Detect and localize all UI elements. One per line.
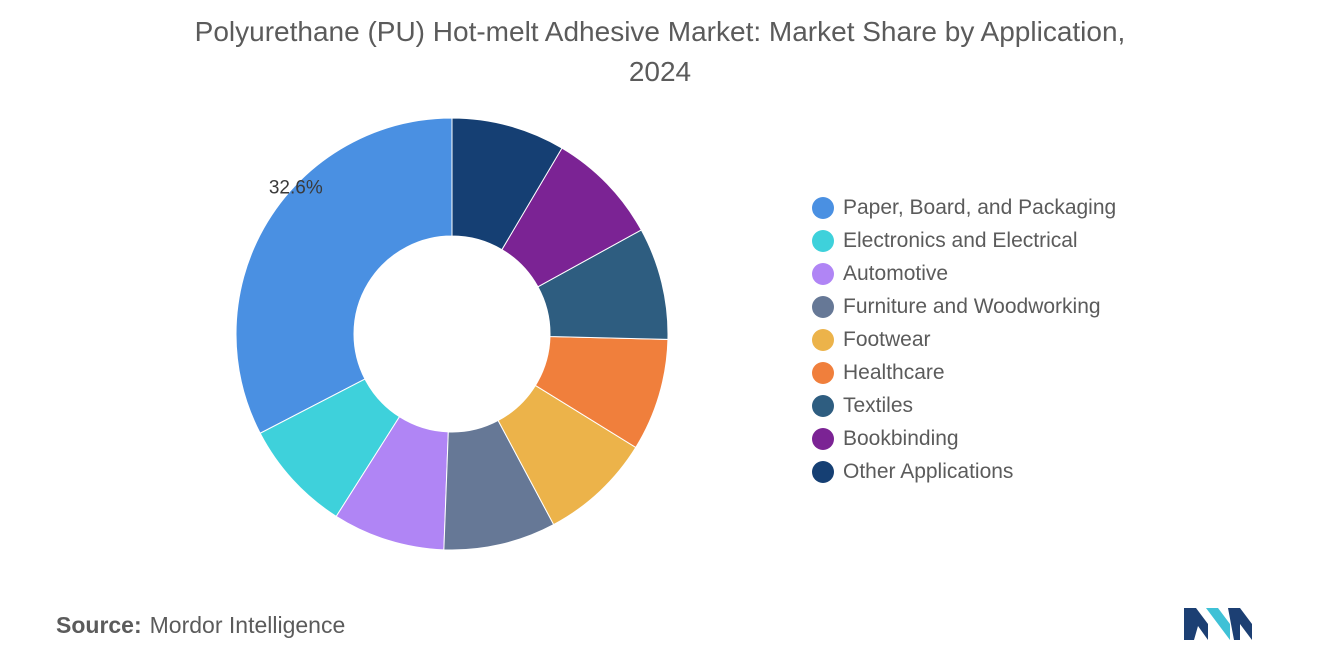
legend-swatch-3 [812, 262, 834, 285]
donut-data-labels: 32.6% [269, 177, 323, 198]
chart-legend: Paper, Board, and Packaging Electronics a… [812, 191, 1116, 488]
legend-label-2: Electronics and Electrical [843, 228, 1078, 252]
legend-label-3: Automotive [843, 261, 949, 285]
donut-slice-1 [235, 117, 453, 434]
chart-title-line-1: Polyurethane (PU) Hot-melt Adhesive Mark… [194, 16, 1126, 47]
legend-swatch-8 [812, 427, 834, 450]
source-note: Source: Mordor Intelligence [56, 612, 345, 639]
legend-label-7: Textiles [843, 393, 914, 417]
legend-item-8: Bookbinding [812, 422, 1116, 455]
donut-slice-9 [451, 117, 563, 251]
legend-label-8: Bookbinding [843, 426, 959, 450]
legend-swatch-6 [812, 361, 834, 384]
legend-item-2: Electronics and Electrical [812, 224, 1116, 257]
legend-swatch-2 [812, 229, 834, 252]
legend-item-7: Textiles [812, 389, 1116, 422]
legend-swatch-5 [812, 328, 834, 351]
chart-title-line-2: 2024 [628, 56, 692, 87]
legend-swatch-4 [812, 295, 834, 318]
legend-label-4: Furniture and Woodworking [843, 294, 1101, 318]
mordor-intelligence-logo-icon [1184, 608, 1252, 640]
legend-item-6: Healthcare [812, 356, 1116, 389]
legend-item-9: Other Applications [812, 455, 1116, 488]
donut-slices [235, 117, 669, 551]
legend-label-9: Other Applications [843, 459, 1014, 483]
legend-swatch-9 [812, 460, 834, 483]
chart-title: Polyurethane (PU) Hot-melt Adhesive Mark… [0, 12, 1320, 92]
legend-swatch-7 [812, 394, 834, 417]
legend-item-1: Paper, Board, and Packaging [812, 191, 1116, 224]
legend-item-3: Automotive [812, 257, 1116, 290]
donut-data-label-1: 32.6% [269, 177, 323, 198]
source-value: Mordor Intelligence [149, 612, 346, 638]
source-label: Source: [56, 612, 142, 638]
legend-item-4: Furniture and Woodworking [812, 290, 1116, 323]
legend-label-1: Paper, Board, and Packaging [843, 195, 1117, 219]
legend-swatch-1 [812, 196, 834, 219]
legend-item-5: Footwear [812, 323, 1116, 356]
legend-label-5: Footwear [843, 327, 931, 351]
legend-label-6: Healthcare [843, 360, 945, 384]
